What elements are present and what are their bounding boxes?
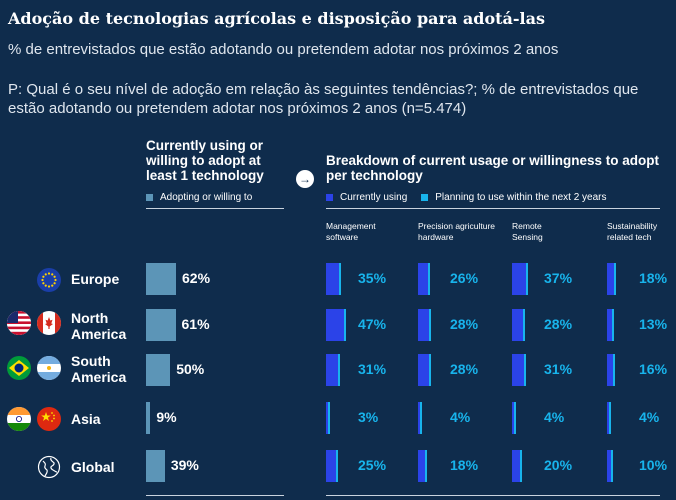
us-flag-icon <box>7 311 31 335</box>
planning-bar-management-software-north-america <box>344 309 346 341</box>
current-bar-sustainability-related-tech-europe <box>607 263 614 295</box>
current-bar-remote-sensing-europe <box>512 263 526 295</box>
current-bar-remote-sensing-global <box>512 450 520 482</box>
current-swatch <box>326 194 333 201</box>
planning-bar-management-software-asia <box>328 402 330 434</box>
adoption-value-asia: 9% <box>156 409 176 425</box>
breakdown-value-precision-agriculture-hardware-south-america: 28% <box>450 361 478 377</box>
tech-label-precision: Precision agriculture hardware <box>418 221 503 243</box>
current-bar-precision-agriculture-hardware-global <box>418 450 425 482</box>
breakdown-value-management-software-north-america: 47% <box>358 316 386 332</box>
region-label-north-america: North America <box>71 310 141 342</box>
left-header-rule <box>146 208 284 209</box>
breakdown-value-sustainability-related-tech-global: 10% <box>639 457 667 473</box>
planning-bar-precision-agriculture-hardware-south-america <box>429 354 431 386</box>
argentina-flag-icon <box>37 356 61 380</box>
adoption-value-south-america: 50% <box>176 361 204 377</box>
adoption-value-global: 39% <box>171 457 199 473</box>
adopting-swatch <box>146 194 153 201</box>
region-label-global: Global <box>71 459 115 475</box>
india-flag-icon <box>7 407 31 431</box>
planning-bar-management-software-europe <box>339 263 341 295</box>
chart-title: Adoção de tecnologias agrícolas e dispos… <box>8 9 545 28</box>
right-footer-rule <box>326 495 660 496</box>
breakdown-value-remote-sensing-global: 20% <box>544 457 572 473</box>
breakdown-value-sustainability-related-tech-south-america: 16% <box>639 361 667 377</box>
region-label-south-america: South America <box>71 353 141 385</box>
china-flag-icon <box>37 407 61 431</box>
breakdown-value-precision-agriculture-hardware-europe: 26% <box>450 270 478 286</box>
breakdown-value-precision-agriculture-hardware-north-america: 28% <box>450 316 478 332</box>
current-bar-remote-sensing-north-america <box>512 309 523 341</box>
current-bar-management-software-europe <box>326 263 339 295</box>
breakdown-value-management-software-asia: 3% <box>358 409 378 425</box>
breakdown-value-management-software-global: 25% <box>358 457 386 473</box>
chart-subtitle: % de entrevistados que estão adotando ou… <box>8 41 558 58</box>
adoption-bar-north-america <box>146 309 176 341</box>
tech-label-remote: Remote Sensing <box>512 221 572 243</box>
adoption-value-europe: 62% <box>182 270 210 286</box>
breakdown-value-remote-sensing-south-america: 31% <box>544 361 572 377</box>
planning-bar-sustainability-related-tech-asia <box>609 402 611 434</box>
current-bar-management-software-global <box>326 450 336 482</box>
survey-question: P: Qual é o seu nível de adoção em relaç… <box>8 80 668 118</box>
planning-bar-management-software-global <box>336 450 338 482</box>
adoption-bar-south-america <box>146 354 170 386</box>
planning-bar-sustainability-related-tech-global <box>611 450 613 482</box>
region-label-europe: Europe <box>71 271 119 287</box>
current-bar-management-software-south-america <box>326 354 338 386</box>
breakdown-value-remote-sensing-europe: 37% <box>544 270 572 286</box>
adoption-bar-global <box>146 450 165 482</box>
current-bar-management-software-north-america <box>326 309 344 341</box>
planning-bar-remote-sensing-asia <box>514 402 516 434</box>
breakdown-value-management-software-south-america: 31% <box>358 361 386 377</box>
planning-bar-precision-agriculture-hardware-north-america <box>429 309 431 341</box>
breakdown-value-remote-sensing-asia: 4% <box>544 409 564 425</box>
current-bar-remote-sensing-south-america <box>512 354 524 386</box>
globe-icon <box>37 455 61 479</box>
current-bar-precision-agriculture-hardware-south-america <box>418 354 429 386</box>
breakdown-value-sustainability-related-tech-asia: 4% <box>639 409 659 425</box>
current-bar-precision-agriculture-hardware-europe <box>418 263 428 295</box>
left-legend: Adopting or willing to <box>146 192 252 203</box>
legend-planning-label: Planning to use within the next 2 years <box>435 192 606 203</box>
planning-bar-precision-agriculture-hardware-europe <box>428 263 430 295</box>
legend-current-label: Currently using <box>340 192 407 203</box>
breakdown-value-sustainability-related-tech-north-america: 13% <box>639 316 667 332</box>
tech-label-management: Management software <box>326 221 396 243</box>
canada-flag-icon <box>37 311 61 335</box>
left-legend-label: Adopting or willing to <box>160 192 252 203</box>
left-section-header: Currently using or willing to adopt at l… <box>146 138 286 183</box>
tech-label-sustainability: Sustainability related tech <box>607 221 675 243</box>
current-bar-precision-agriculture-hardware-north-america <box>418 309 429 341</box>
breakdown-value-precision-agriculture-hardware-asia: 4% <box>450 409 470 425</box>
planning-bar-remote-sensing-europe <box>526 263 528 295</box>
eu-flag-icon <box>37 268 61 292</box>
breakdown-value-management-software-europe: 35% <box>358 270 386 286</box>
planning-bar-remote-sensing-south-america <box>524 354 526 386</box>
planning-bar-sustainability-related-tech-north-america <box>612 309 614 341</box>
planning-bar-remote-sensing-north-america <box>523 309 525 341</box>
planning-bar-remote-sensing-global <box>520 450 522 482</box>
arrow-right-icon: → <box>296 170 314 188</box>
left-footer-rule <box>146 495 284 496</box>
right-header-rule <box>326 208 660 209</box>
right-legend: Currently using Planning to use within t… <box>326 192 606 203</box>
region-label-asia: Asia <box>71 411 101 427</box>
planning-swatch <box>421 194 428 201</box>
right-section-header: Breakdown of current usage or willingnes… <box>326 153 666 183</box>
planning-bar-management-software-south-america <box>338 354 340 386</box>
breakdown-value-precision-agriculture-hardware-global: 18% <box>450 457 478 473</box>
breakdown-value-remote-sensing-north-america: 28% <box>544 316 572 332</box>
planning-bar-precision-agriculture-hardware-asia <box>420 402 422 434</box>
breakdown-value-sustainability-related-tech-europe: 18% <box>639 270 667 286</box>
adoption-bar-asia <box>146 402 150 434</box>
planning-bar-sustainability-related-tech-europe <box>614 263 616 295</box>
adoption-bar-europe <box>146 263 176 295</box>
planning-bar-sustainability-related-tech-south-america <box>613 354 615 386</box>
brazil-flag-icon <box>7 356 31 380</box>
planning-bar-precision-agriculture-hardware-global <box>425 450 427 482</box>
adoption-value-north-america: 61% <box>182 316 210 332</box>
